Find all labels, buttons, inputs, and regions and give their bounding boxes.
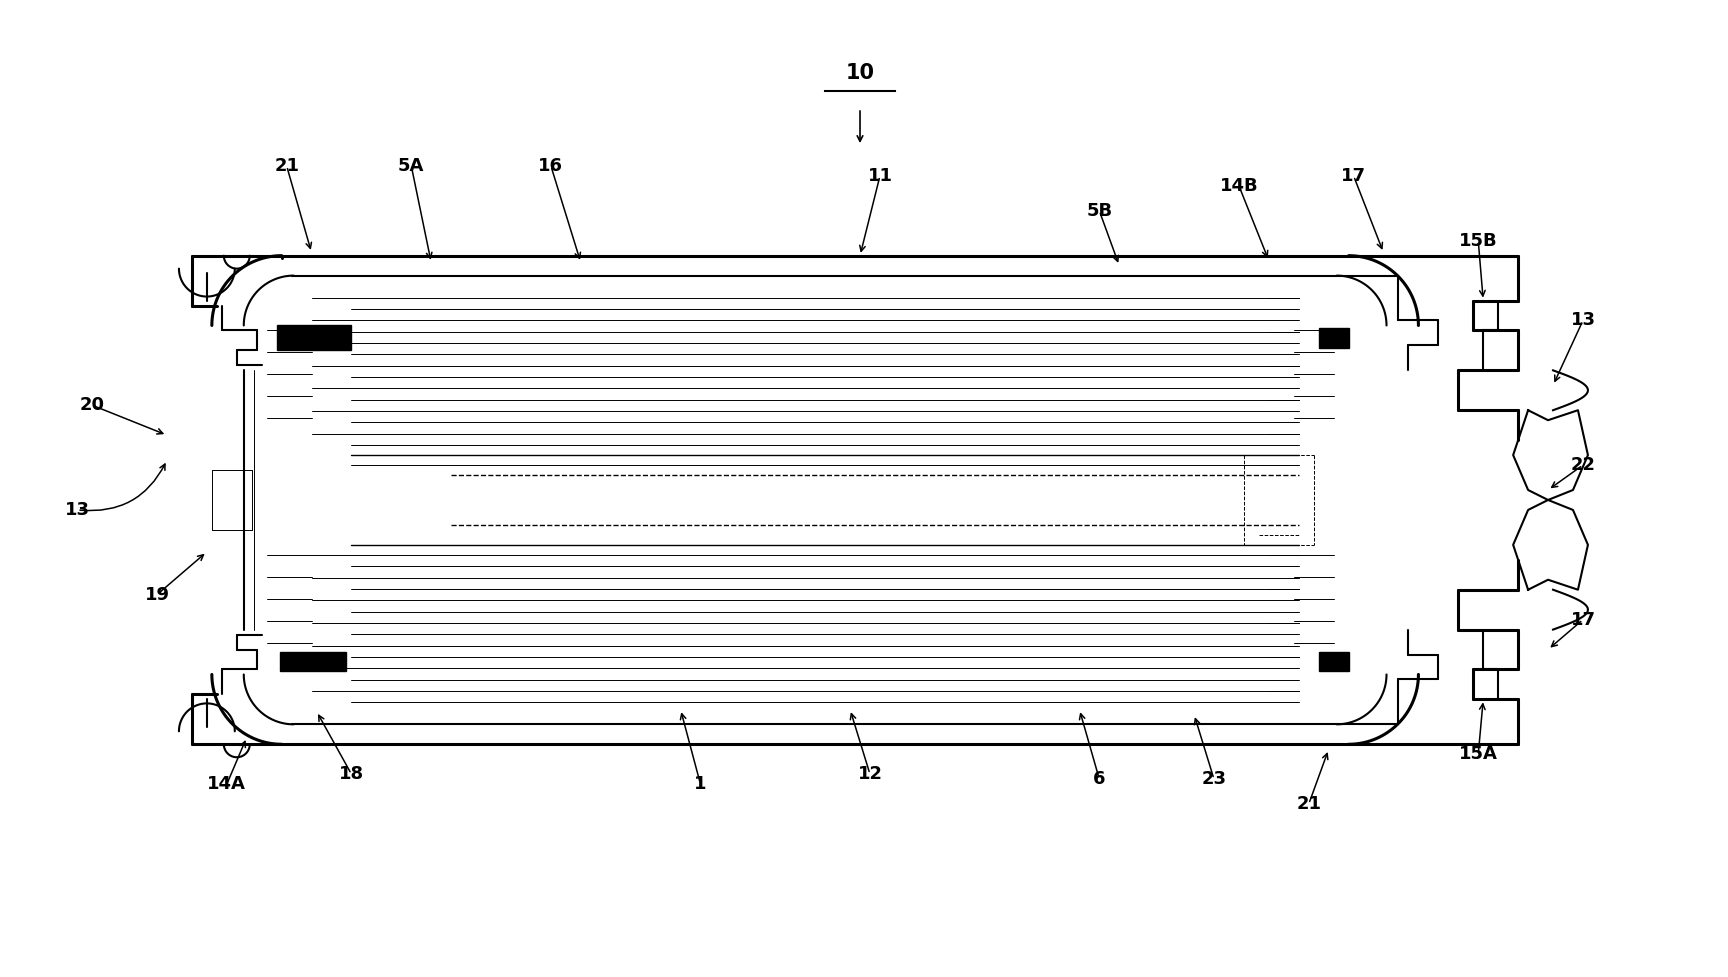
Text: 15B: 15B <box>1458 232 1498 250</box>
Polygon shape <box>276 325 351 351</box>
Text: 21: 21 <box>275 157 299 175</box>
Text: 10: 10 <box>845 64 874 83</box>
Text: 13: 13 <box>64 501 90 519</box>
Polygon shape <box>1318 652 1348 671</box>
Text: 19: 19 <box>145 585 169 604</box>
Text: 13: 13 <box>1571 312 1595 329</box>
Text: 5B: 5B <box>1087 202 1113 220</box>
Text: 16: 16 <box>539 157 563 175</box>
Polygon shape <box>1318 328 1348 349</box>
Text: 20: 20 <box>79 397 105 414</box>
Text: 5A: 5A <box>397 157 425 175</box>
Polygon shape <box>280 652 347 671</box>
Text: 21: 21 <box>1296 795 1322 813</box>
Text: 1: 1 <box>695 775 707 793</box>
Text: 14A: 14A <box>207 775 247 793</box>
Text: 18: 18 <box>339 765 365 784</box>
Text: 6: 6 <box>1094 770 1106 788</box>
Text: 17: 17 <box>1341 167 1367 185</box>
Text: 17: 17 <box>1571 611 1595 628</box>
Text: 12: 12 <box>857 765 883 784</box>
Text: 14B: 14B <box>1220 177 1258 194</box>
Polygon shape <box>280 328 347 349</box>
Text: 11: 11 <box>867 167 892 185</box>
Text: 22: 22 <box>1571 456 1595 474</box>
Text: 15A: 15A <box>1458 745 1498 763</box>
Text: 23: 23 <box>1201 770 1227 788</box>
